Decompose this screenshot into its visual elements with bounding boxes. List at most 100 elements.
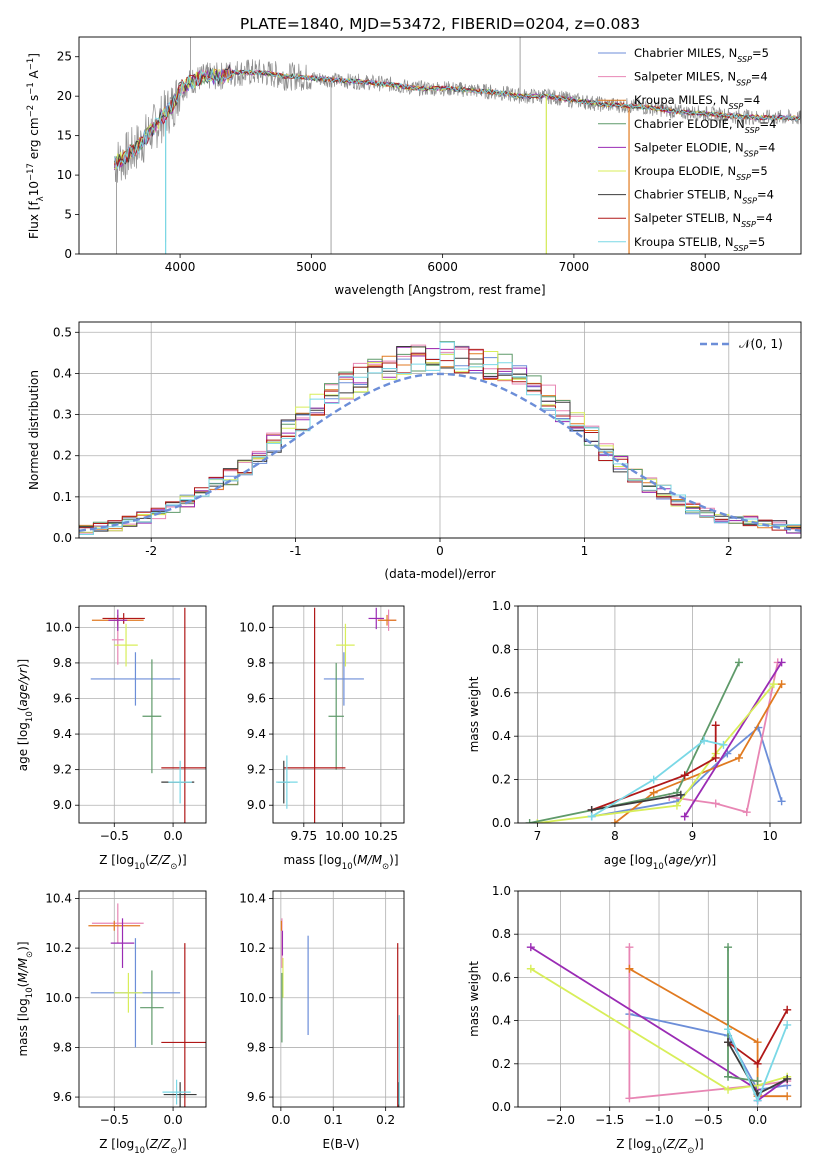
y-axis-label: Flux [fλ10−17 erg cm−2 s−1 A−1] xyxy=(26,53,46,239)
axes-frame xyxy=(272,605,405,824)
panel-age-vs-mass: 9.75 10.00 10.25 9.0 9.2 9.4 9.6 9.8 10.0 mass [l… xyxy=(239,605,405,872)
weight-marker xyxy=(734,658,743,667)
y-tick-label: 0.0 xyxy=(53,531,72,545)
weight-marker xyxy=(711,799,720,808)
x-tick-label: 0.0 xyxy=(164,829,183,843)
y-tick-label: 9.0 xyxy=(53,798,72,812)
y-tick-label: 10.0 xyxy=(239,620,266,634)
y-tick-label: 0.5 xyxy=(53,325,72,339)
y-tick-label: 10.2 xyxy=(45,941,72,955)
panel-mass-vs-Z: −0.5 0.0 9.6 9.8 10.0 10.2 10.4 Z [log10(Z/Z⊙)]… xyxy=(16,890,207,1156)
y-tick-label: 9.8 xyxy=(53,1040,72,1054)
y-tick-label: 0.8 xyxy=(492,927,511,941)
x-axis-label: Z [log10(Z/Z⊙)] xyxy=(616,1137,704,1156)
y-tick-label: 9.4 xyxy=(53,727,72,741)
plot-area xyxy=(88,903,206,1107)
weight-marker xyxy=(533,819,542,823)
x-axis-label: age [log10(age/yr)] xyxy=(604,853,716,872)
weight-marker xyxy=(526,943,535,952)
axes-frame xyxy=(272,890,405,1108)
y-tick-label: 10.0 xyxy=(239,991,266,1005)
y-tick-label: 20 xyxy=(57,89,72,103)
y-tick-label: 0.6 xyxy=(492,686,511,700)
panel-mass-vs-ebv: 0.0 0.1 0.2 9.6 9.8 10.0 10.2 10.4 E(B-V) xyxy=(239,890,405,1151)
legend-entry: Kroupa MILES, NSSP=4 xyxy=(634,93,760,111)
panel-spectrum: 4000 5000 6000 7000 8000 0 5 10 15 20 25 Chabrier M… xyxy=(26,36,802,297)
weight-marker xyxy=(777,797,786,806)
y-tick-label: 9.2 xyxy=(53,763,72,777)
y-tick-label: 10.2 xyxy=(239,941,266,955)
x-tick-label: 9.75 xyxy=(290,829,317,843)
y-tick-label: 10.4 xyxy=(45,891,72,905)
normal-curve xyxy=(79,372,801,532)
y-tick-label: 0.1 xyxy=(53,490,72,504)
x-axis-label: E(B-V) xyxy=(322,1137,359,1151)
axes-frame xyxy=(78,890,207,1108)
weight-marker xyxy=(753,1059,762,1068)
x-tick-label: −0.5 xyxy=(100,829,129,843)
weight-marker xyxy=(753,1077,762,1086)
weight-marker xyxy=(625,943,634,952)
axes-frame xyxy=(78,605,207,824)
x-tick-label: 0.0 xyxy=(271,1113,290,1127)
x-tick-label: 4000 xyxy=(165,260,196,274)
y-tick-label: 0.2 xyxy=(492,1057,511,1071)
plot-area xyxy=(525,658,786,823)
plot-area xyxy=(79,341,801,535)
legend-entry: Chabrier ELODIE, NSSP=4 xyxy=(634,117,776,135)
y-axis-label: mass weight xyxy=(467,676,481,752)
x-tick-label: 2 xyxy=(725,544,733,558)
weight-marker xyxy=(724,1072,733,1081)
weight-marker xyxy=(753,1038,762,1047)
y-tick-label: 9.2 xyxy=(247,763,266,777)
weight-marker xyxy=(610,819,619,823)
weight-marker xyxy=(525,819,534,823)
x-tick-label: 6000 xyxy=(427,260,458,274)
plot-area xyxy=(276,607,397,823)
weight-line xyxy=(683,661,783,817)
y-tick-label: 10.0 xyxy=(45,620,72,634)
weight-marker xyxy=(777,658,786,667)
axes-frame xyxy=(78,321,802,539)
y-tick-label: 0 xyxy=(64,247,72,261)
x-tick-label: 5000 xyxy=(296,260,327,274)
weight-marker xyxy=(649,788,658,797)
weight-line xyxy=(628,968,788,1098)
legend-entry: Salpeter STELIB, NSSP=4 xyxy=(634,211,773,229)
weight-marker xyxy=(680,771,689,780)
y-tick-label: 1.0 xyxy=(492,884,511,898)
x-tick-label: −0.5 xyxy=(694,1113,723,1127)
x-tick-label: 8 xyxy=(611,829,619,843)
y-tick-label: 0.8 xyxy=(492,642,511,656)
y-axis-label: mass [log10(M/M⊙)] xyxy=(16,941,35,1056)
x-tick-label: 7000 xyxy=(559,260,590,274)
y-tick-label: 10.4 xyxy=(239,891,266,905)
weight-marker xyxy=(711,753,720,762)
weight-marker xyxy=(676,790,685,799)
y-tick-label: 9.6 xyxy=(53,1090,72,1104)
panel-weight-vs-Z: −2.0 −1.5 −1.0 −0.5 0.0 0.0 0.2 0.4 0.6 0.8 1.0 Z [… xyxy=(467,884,802,1156)
x-tick-label: 10.25 xyxy=(364,829,398,843)
panel-residuals: -2 -1 0 1 2 0.0 0.1 0.2 0.3 0.4 0.5 𝒩(0, 1) (data-mo… xyxy=(27,321,802,581)
weight-marker xyxy=(526,964,535,973)
y-tick-label: 15 xyxy=(57,129,72,143)
y-tick-label: 9.6 xyxy=(247,691,266,705)
weight-line xyxy=(614,683,783,823)
weight-line xyxy=(628,947,788,1100)
x-tick-label: 0.0 xyxy=(164,1113,183,1127)
x-axis-label: wavelength [Angstrom, rest frame] xyxy=(334,283,545,297)
figure-title: PLATE=1840, MJD=53472, FIBERID=0204, z=0… xyxy=(240,15,640,33)
y-tick-label: 10.0 xyxy=(45,991,72,1005)
weight-marker xyxy=(724,1025,733,1034)
y-tick-label: 25 xyxy=(57,50,72,64)
weight-marker xyxy=(649,775,658,784)
legend-entry: Kroupa ELODIE, NSSP=5 xyxy=(634,164,768,182)
y-tick-label: 0.0 xyxy=(492,1100,511,1114)
plot-area xyxy=(113,37,801,254)
weight-marker xyxy=(753,1096,762,1105)
x-tick-label: -1 xyxy=(290,544,302,558)
axes-frame xyxy=(517,605,802,824)
panel-weight-vs-age: 7 8 9 10 0.0 0.2 0.4 0.6 0.8 1.0 age [log10(age/yr… xyxy=(467,599,802,872)
legend-entry: Chabrier MILES, NSSP=5 xyxy=(634,46,769,64)
